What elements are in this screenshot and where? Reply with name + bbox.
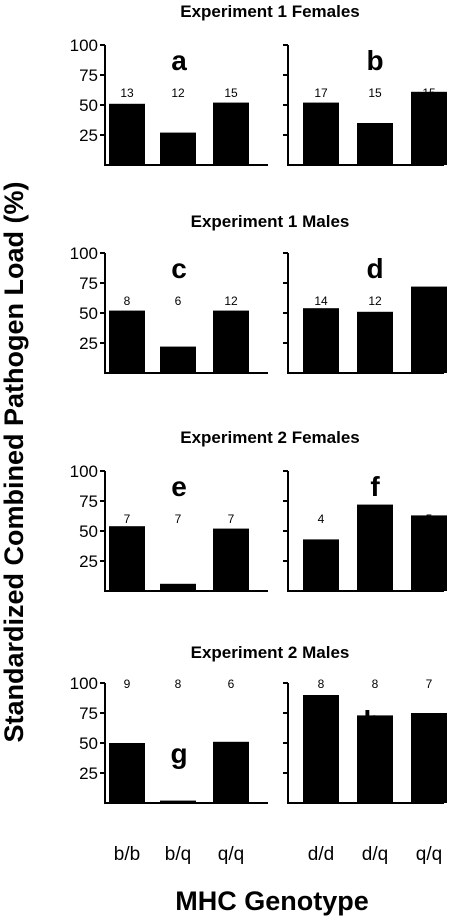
panel-g: 25 50 75 100 g 9 8 6: [70, 674, 268, 804]
panel-letter: f: [370, 471, 380, 502]
panel-letter: d: [366, 253, 383, 284]
row-title: Experiment 1 Males: [191, 212, 350, 231]
y-tick-label: 25: [79, 126, 98, 145]
bar-d/d: [303, 539, 339, 591]
panel-e: 25 50 75 100 e 7 7 7: [70, 462, 268, 592]
sample-size-label: 8: [175, 677, 182, 691]
y-axis-label: Standardized Combined Pathogen Load (%): [0, 181, 29, 742]
sample-size-label: 15: [224, 86, 238, 100]
bar-b/b: [109, 743, 145, 803]
x-tick-label: d/d: [308, 844, 334, 865]
x-tick-label: b/b: [114, 844, 140, 865]
sample-size-label: 8: [318, 677, 325, 691]
panel-letter: c: [171, 253, 187, 284]
bar-q/q: [213, 528, 249, 591]
y-tick-label: 50: [79, 734, 98, 753]
sample-size-label: 9: [372, 512, 379, 526]
bar-b/q: [160, 132, 196, 165]
sample-size-label: 12: [224, 294, 238, 308]
x-tick-label: d/q: [362, 844, 388, 865]
y-tick-label: 75: [79, 704, 98, 723]
sample-size-label: 8: [372, 677, 379, 691]
y-tick-label: 25: [79, 764, 98, 783]
bar-d/d: [303, 695, 339, 803]
chart-panels: Experiment 1 Females Experiment 1 Males Ex…: [70, 2, 447, 865]
panel-d: d 14 12 12: [283, 252, 447, 374]
y-tick-label: 75: [79, 66, 98, 85]
panel-c: 25 50 75 100 c 8 6 12: [70, 244, 268, 374]
sample-size-label: 14: [314, 294, 328, 308]
sample-size-label: 6: [175, 294, 182, 308]
y-tick-label: 50: [79, 304, 98, 323]
sample-size-label: 7: [175, 512, 182, 526]
sample-size-label: 15: [368, 86, 382, 100]
y-tick-label: 50: [79, 96, 98, 115]
bar-b/b: [109, 310, 145, 373]
x-tick-label: q/q: [416, 844, 442, 865]
bar-d/q: [357, 715, 393, 803]
sample-size-label: 13: [120, 86, 134, 100]
y-tick-label: 75: [79, 492, 98, 511]
bar-b/b: [109, 526, 145, 591]
sample-size-label: 7: [228, 512, 235, 526]
bar-q/q: [411, 91, 447, 165]
row-title: Experiment 2 Males: [191, 643, 350, 662]
bar-b/b: [109, 103, 145, 165]
bar-q/q: [411, 515, 447, 591]
bar-d/d: [303, 102, 339, 165]
panel-letter: a: [171, 45, 187, 76]
y-tick-label: 100: [70, 36, 98, 55]
bar-d/q: [357, 504, 393, 591]
bar-b/q: [160, 583, 196, 591]
sample-size-label: 7: [426, 677, 433, 691]
sample-size-label: 9: [124, 677, 131, 691]
sample-size-label: 8: [124, 294, 131, 308]
sample-size-label: 12: [368, 294, 382, 308]
bar-q/q: [213, 310, 249, 373]
bar-q/q: [411, 286, 447, 373]
x-axis-label: MHC Genotype: [175, 886, 369, 916]
y-tick-label: 100: [70, 244, 98, 263]
row-title: Experiment 2 Females: [180, 428, 360, 447]
y-tick-label: 50: [79, 522, 98, 541]
panel-letter: e: [171, 471, 187, 502]
bar-q/q: [213, 741, 249, 803]
x-tick-label: b/q: [165, 844, 191, 865]
bar-d/d: [303, 308, 339, 373]
panel-b: b 17 15 15: [283, 44, 447, 166]
sample-size-label: 15: [422, 86, 436, 100]
bar-b/q: [160, 800, 196, 803]
panel-letter: b: [366, 45, 383, 76]
sample-size-label: 12: [171, 86, 185, 100]
panel-letter: g: [170, 738, 187, 769]
bar-d/q: [357, 311, 393, 373]
sample-size-label: 7: [124, 512, 131, 526]
bar-q/q: [411, 713, 447, 803]
sample-size-label: 12: [422, 294, 436, 308]
bar-b/q: [160, 346, 196, 373]
y-tick-label: 100: [70, 462, 98, 481]
sample-size-label: 5: [426, 512, 433, 526]
panel-f: f 4 9 5: [283, 470, 447, 592]
y-tick-label: 25: [79, 334, 98, 353]
sample-size-label: 6: [228, 677, 235, 691]
x-tick-label: q/q: [218, 844, 244, 865]
y-tick-label: 100: [70, 674, 98, 693]
panel-a: 25 50 75 100 a 13 12 15: [70, 36, 268, 166]
sample-size-label: 4: [318, 512, 325, 526]
y-tick-label: 75: [79, 274, 98, 293]
sample-size-label: 17: [314, 86, 328, 100]
row-title: Experiment 1 Females: [180, 2, 360, 21]
panel-h: h887: [283, 677, 447, 804]
bar-q/q: [213, 102, 249, 165]
bar-d/q: [357, 123, 393, 165]
y-tick-label: 25: [79, 552, 98, 571]
